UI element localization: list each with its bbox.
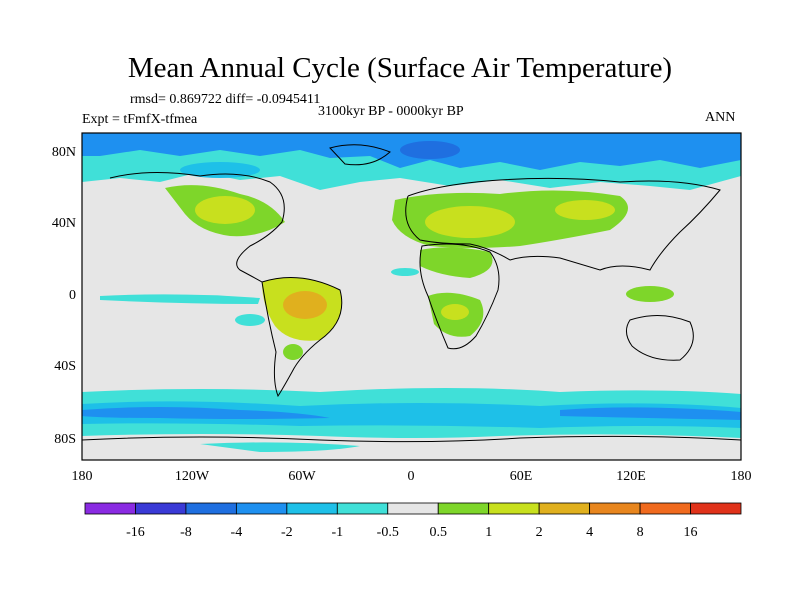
lon-tick-60w: 60W: [288, 469, 316, 484]
atlantic-cyan-patch: [391, 268, 419, 276]
longitude-axis: 180 120W 60W 0 60E 120E 180: [72, 469, 752, 484]
latitude-axis: 80N 40N 0 40S 80S: [52, 145, 76, 447]
southern-ocean-blue-west: [82, 407, 330, 419]
season-label: ANN: [705, 110, 736, 125]
sahara-green: [420, 247, 493, 278]
central-asia-yellow: [555, 200, 615, 220]
colorbar-label-3: -2: [281, 525, 293, 540]
coast-australia: [626, 315, 694, 361]
arctic-strong-cooling: [400, 141, 460, 159]
colorbar-box-9: [538, 502, 591, 515]
coastlines: [82, 144, 741, 443]
antarctica-neutral: [82, 434, 741, 460]
coast-antarctica: [82, 435, 741, 443]
coast-north-america: [109, 171, 285, 283]
colorbar-label-9: 4: [586, 525, 593, 540]
experiment-text: Expt = tFmfX-tfmea: [82, 112, 198, 127]
lon-tick-120w: 120W: [175, 469, 210, 484]
map-frame: [81, 132, 742, 461]
colorbar-label-7: 1: [485, 525, 492, 540]
lat-tick-40n: 40N: [52, 216, 76, 231]
colorbar-label-6: 0.5: [429, 525, 447, 540]
pacific-cyan-patch: [235, 314, 265, 326]
pacific-cyan-strip: [100, 294, 260, 304]
colorbar-box-3: [235, 502, 288, 515]
lat-tick-80s: 80S: [54, 432, 76, 447]
colorbar-box-5: [336, 502, 389, 515]
colorbar-box-12: [690, 502, 742, 515]
southern-ocean-blue-east: [560, 407, 741, 420]
colorbar-label-5: -0.5: [377, 525, 399, 540]
lat-tick-40s: 40S: [54, 359, 76, 374]
middle-east-yellow: [425, 206, 515, 238]
colorbar-box-6: [387, 502, 439, 515]
lon-tick-180e: 180: [731, 469, 752, 484]
coast-south-america: [261, 277, 343, 398]
maritime-green: [626, 286, 674, 302]
africa-yellow: [441, 304, 469, 320]
lon-tick-120e: 120E: [616, 469, 646, 484]
colorbar: -16 -8 -4 -2 -1 -0.5 0.5 1 2 4 8 16: [84, 502, 742, 540]
colorbar-box-11: [639, 502, 691, 515]
colorbar-label-2: -4: [231, 525, 243, 540]
colorbar-label-8: 2: [536, 525, 543, 540]
lat-tick-80n: 80N: [52, 145, 76, 160]
colorbar-label-0: -16: [126, 525, 145, 540]
antarctica-cyan-patch: [200, 442, 360, 452]
period-text: 3100kyr BP - 0000kyr BP: [318, 104, 464, 119]
colorbar-box-8: [488, 502, 540, 515]
colorbar-label-11: 16: [684, 525, 698, 540]
colorbar-label-4: -1: [331, 525, 343, 540]
lon-tick-60e: 60E: [510, 469, 533, 484]
coast-greenland: [329, 144, 391, 166]
colorbar-box-2: [185, 502, 237, 515]
north-america-yellow: [195, 196, 255, 224]
plot-title: Mean Annual Cycle (Surface Air Temperatu…: [127, 52, 673, 84]
south-america-green: [283, 344, 303, 360]
colorbar-box-1: [135, 502, 187, 515]
colorbar-label-1: -8: [180, 525, 192, 540]
colorbar-box-10: [589, 502, 641, 515]
colorbar-label-10: 8: [637, 525, 644, 540]
lon-tick-180w: 180: [72, 469, 93, 484]
colorbar-box-4: [286, 502, 338, 515]
coast-africa: [419, 243, 500, 350]
coast-eurasia: [405, 177, 721, 271]
stats-text: rmsd= 0.869722 diff= -0.0945411: [130, 92, 321, 107]
lon-tick-0: 0: [408, 469, 415, 484]
colorbar-box-7: [437, 502, 490, 515]
canada-cyan: [180, 162, 260, 178]
lat-tick-0: 0: [69, 288, 76, 303]
southern-ocean-mid: [82, 401, 741, 428]
map-plot-area: [82, 133, 741, 460]
colorbar-box-0: [84, 502, 136, 515]
amazon-orange: [283, 291, 327, 319]
